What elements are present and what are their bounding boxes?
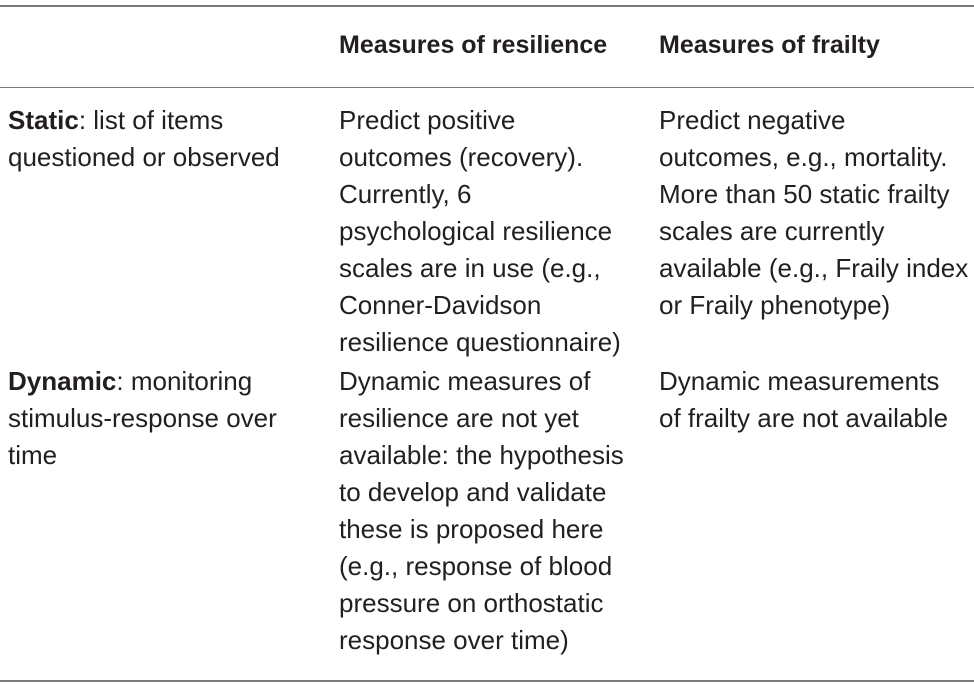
cell-text-line: scales are currently xyxy=(659,216,885,246)
row-label-static: Static: list of items questioned or obse… xyxy=(8,102,308,176)
cell-text-line: to develop and validate xyxy=(339,477,607,507)
cell-text-line: outcomes, e.g., mortality. xyxy=(659,142,948,172)
cell-text-line: Predict negative xyxy=(659,105,846,135)
cell-text-line: Predict positive xyxy=(339,105,516,135)
row-label-bold: Static xyxy=(8,105,79,135)
row-label-dynamic: Dynamic: monitoring stimulus-response ov… xyxy=(8,363,308,474)
row-label-text: time xyxy=(8,440,58,470)
cell-text-line: pressure on orthostatic xyxy=(339,588,604,618)
row-label-text: : monitoring xyxy=(116,366,253,396)
cell-text-line: of frailty are not available xyxy=(659,403,949,433)
cell-text-line: resilience questionnaire) xyxy=(339,327,621,357)
cell-dynamic-frailty: Dynamic measurements of frailty are not … xyxy=(659,363,971,437)
cell-text-line: Dynamic measures of xyxy=(339,366,591,396)
row-label-text: stimulus-response over xyxy=(8,403,277,433)
row-label-text: questioned or observed xyxy=(8,142,280,172)
cell-static-frailty: Predict negative outcomes, e.g., mortali… xyxy=(659,102,971,324)
header-divider-rule xyxy=(0,87,974,88)
table-top-rule xyxy=(0,5,974,7)
cell-text-line: More than 50 static frailty xyxy=(659,179,950,209)
cell-text-line: these is proposed here xyxy=(339,514,604,544)
cell-dynamic-resilience: Dynamic measures of resilience are not y… xyxy=(339,363,651,659)
row-label-bold: Dynamic xyxy=(8,366,117,396)
table-bottom-rule xyxy=(0,680,974,682)
cell-static-resilience: Predict positive outcomes (recovery). Cu… xyxy=(339,102,651,361)
cell-text-line: psychological resilience xyxy=(339,216,613,246)
cell-text-line: outcomes (recovery). xyxy=(339,142,584,172)
cell-text-line: Currently, 6 xyxy=(339,179,472,209)
cell-text-line: available: the hypothesis xyxy=(339,440,624,470)
cell-text-line: (e.g., response of blood xyxy=(339,551,613,581)
cell-text-line: response over time) xyxy=(339,625,569,655)
cell-text-line: Dynamic measurements xyxy=(659,366,940,396)
cell-text-line: scales are in use (e.g., xyxy=(339,253,601,283)
cell-text-line: or Fraily phenotype) xyxy=(659,290,891,320)
row-label-text: : list of items xyxy=(78,105,224,135)
header-measures-of-resilience: Measures of resilience xyxy=(339,31,608,59)
cell-text-line: available (e.g., Fraily index xyxy=(659,253,969,283)
cell-text-line: Conner-Davidson xyxy=(339,290,542,320)
header-measures-of-frailty: Measures of frailty xyxy=(659,31,880,59)
cell-text-line: resilience are not yet xyxy=(339,403,579,433)
